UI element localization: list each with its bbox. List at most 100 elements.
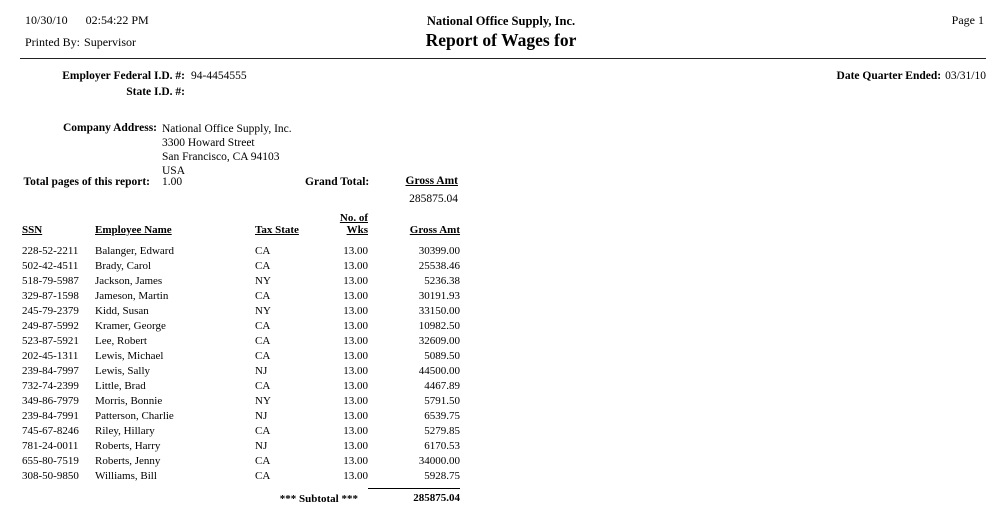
employee-name-cell: Jackson, James [95,275,163,287]
tax-state-cell: NJ [255,440,268,452]
employee-name-cell: Lee, Robert [95,335,147,347]
gross-amt-cell: 5089.50 [424,350,460,362]
weeks-cell: 13.00 [343,395,368,407]
weeks-cell: 13.00 [343,275,368,287]
table-row: 655-80-7519 Roberts, Jenny CA 13.00 34000.00 [22,454,460,469]
weeks-cell: 13.00 [343,440,368,452]
employee-name-cell: Jameson, Martin [95,290,169,302]
ssn-cell: 239-84-7997 [22,365,79,377]
grand-total-gross-amt-header: Gross Amt [405,175,459,187]
table-row: 732-74-2399 Little, Brad CA 13.00 4467.89 [22,379,460,394]
weeks-cell: 13.00 [343,335,368,347]
print-date: 10/30/10 [25,13,68,27]
company-name-heading: National Office Supply, Inc. [426,14,576,28]
total-pages-label: Total pages of this report: [23,176,151,188]
gross-amt-cell: 6539.75 [424,410,460,422]
tax-state-cell: CA [255,245,271,257]
federal-id-label: Employer Federal I.D. #: [62,70,185,82]
employee-name-cell: Roberts, Harry [95,440,161,452]
gross-amt-cell: 10982.50 [418,320,460,332]
col-header-employee-name: Employee Name [95,224,172,236]
company-address-label: Company Address: [62,122,157,134]
tax-state-cell: NY [255,305,271,317]
weeks-cell: 13.00 [343,305,368,317]
gross-amt-cell: 6170.53 [424,440,460,452]
employee-name-cell: Lewis, Michael [95,350,164,362]
ssn-cell: 239-84-7991 [22,410,79,422]
employee-name-cell: Morris, Bonnie [95,395,163,407]
table-row: 523-87-5921 Lee, Robert CA 13.00 32609.00 [22,334,460,349]
weeks-cell: 13.00 [343,410,368,422]
page-number: Page 1 [951,13,984,27]
employee-name-cell: Williams, Bill [95,470,157,482]
gross-amt-cell: 32609.00 [418,335,460,347]
employee-name-cell: Roberts, Jenny [95,455,161,467]
wage-table: SSN Employee Name Tax State No. of Wks G… [22,212,460,510]
printed-by-label: Printed By: [25,35,81,49]
company-address: National Office Supply, Inc. 3300 Howard… [162,122,292,178]
gross-amt-cell: 44500.00 [418,365,460,377]
wage-table-body: 228-52-2211 Balanger, Edward CA 13.00 30399.… [22,244,460,484]
col-header-no-of-wks: No. of Wks [339,212,368,236]
ssn-cell: 329-87-1598 [22,290,79,302]
col-header-tax-state: Tax State [255,224,299,236]
grand-total-label: Grand Total: [305,176,370,188]
gross-amt-cell: 30191.93 [418,290,460,302]
table-header-row: SSN Employee Name Tax State No. of Wks G… [22,212,460,244]
address-line: National Office Supply, Inc. [162,123,292,135]
ssn-cell: 745-67-8246 [22,425,79,437]
ssn-cell: 518-79-5987 [22,275,79,287]
ssn-cell: 781-24-0011 [22,440,79,452]
gross-amt-cell: 34000.00 [418,455,460,467]
weeks-cell: 13.00 [343,455,368,467]
employee-name-cell: Kidd, Susan [95,305,149,317]
employee-name-cell: Patterson, Charlie [95,410,174,422]
report-title: Report of Wages for [425,30,577,50]
print-datetime: 10/30/10 02:54:22 PM [25,13,149,28]
employee-name-cell: Brady, Carol [95,260,152,272]
gross-amt-cell: 4467.89 [424,380,460,392]
table-row: 329-87-1598 Jameson, Martin CA 13.00 30191.9… [22,289,460,304]
table-row: 308-50-9850 Williams, Bill CA 13.00 5928.75 [22,469,460,484]
print-time: 02:54:22 PM [85,13,149,27]
tax-state-cell: CA [255,320,271,332]
quarter-ended: Date Quarter Ended: 03/31/10 [837,70,986,82]
ssn-cell: 228-52-2211 [22,245,79,257]
weeks-cell: 13.00 [343,245,368,257]
ssn-cell: 245-79-2379 [22,305,79,317]
tax-state-cell: CA [255,380,271,392]
federal-id-value: 94-4454555 [191,70,247,82]
quarter-ended-label: Date Quarter Ended: [836,70,942,82]
ssn-cell: 523-87-5921 [22,335,79,347]
weeks-cell: 13.00 [343,470,368,482]
printed-by-value: Supervisor [84,35,137,49]
gross-amt-cell: 5236.38 [424,275,460,287]
table-row: 781-24-0011 Roberts, Harry NJ 13.00 6170.53 [22,439,460,454]
tax-state-cell: NJ [255,410,268,422]
subtotal-value: 285875.04 [368,488,460,510]
ssn-cell: 502-42-4511 [22,260,79,272]
weeks-cell: 13.00 [343,380,368,392]
table-row: 239-84-7997 Lewis, Sally NJ 13.00 44500.00 [22,364,460,379]
address-line: USA [162,165,186,177]
col-header-gross-amt: Gross Amt [409,224,460,236]
tax-state-cell: CA [255,470,271,482]
grand-total-gross-amt-value: 285875.04 [409,193,458,205]
header-divider [20,58,986,59]
address-line: 3300 Howard Street [162,137,255,149]
ssn-cell: 655-80-7519 [22,455,79,467]
table-row: 502-42-4511 Brady, Carol CA 13.00 25538.46 [22,259,460,274]
col-header-ssn: SSN [22,224,43,236]
gross-amt-cell: 5279.85 [424,425,460,437]
weeks-cell: 13.00 [343,260,368,272]
gross-amt-cell: 5928.75 [424,470,460,482]
ssn-cell: 349-86-7979 [22,395,79,407]
weeks-cell: 13.00 [343,350,368,362]
employee-name-cell: Little, Brad [95,380,146,392]
gross-amt-cell: 5791.50 [424,395,460,407]
table-row: 202-45-1311 Lewis, Michael CA 13.00 5089.50 [22,349,460,364]
tax-state-cell: CA [255,335,271,347]
employee-name-cell: Balanger, Edward [95,245,174,257]
tax-state-cell: CA [255,425,271,437]
